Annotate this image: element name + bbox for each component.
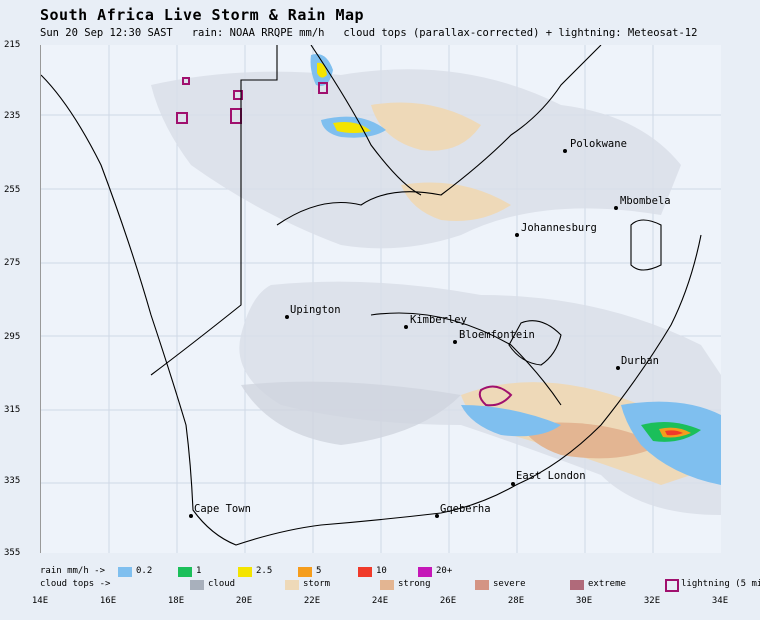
lat-label: 255 (4, 185, 21, 195)
lat-label: 215 (4, 40, 21, 50)
cloud-swatch-severe (475, 580, 489, 590)
city-marker-kimberley[interactable] (404, 325, 408, 329)
rain-legend-label: rain mm/h -> (40, 566, 106, 576)
lon-label: 30E (575, 596, 593, 606)
city-marker-polokwane[interactable] (563, 149, 567, 153)
city-marker-cape-town[interactable] (189, 514, 193, 518)
cloud-swatch-label: extreme (588, 579, 626, 589)
city-marker-mbombela[interactable] (614, 206, 618, 210)
cloud-swatch-label: cloud (208, 579, 236, 589)
rain-swatch-0-2 (118, 567, 132, 577)
lon-label: 24E (371, 596, 389, 606)
cloud-swatch-extreme (570, 580, 584, 590)
city-label-bloemfontein: Bloemfontein (459, 329, 535, 341)
map-subtitle: Sun 20 Sep 12:30 SAST rain: NOAA RRQPE m… (40, 27, 698, 39)
cloud-swatch-cloud (190, 580, 204, 590)
rain-swatch-label: 1 (196, 566, 202, 576)
rain-swatch-label: 2.5 (256, 566, 273, 576)
storm-map[interactable] (40, 45, 721, 553)
rain-swatch-20 (418, 567, 432, 577)
map-canvas (41, 45, 721, 553)
city-marker-upington[interactable] (285, 315, 289, 319)
lon-label: 14E (31, 596, 49, 606)
coastline-borders (41, 45, 702, 546)
lightning-legend-label: lightning (5 min (681, 579, 760, 589)
city-label-upington: Upington (290, 304, 341, 316)
lon-label: 22E (303, 596, 321, 606)
city-marker-bloemfontein[interactable] (453, 340, 457, 344)
lat-label: 335 (4, 476, 21, 486)
rain-cells (310, 54, 721, 485)
city-marker-gqeberha[interactable] (435, 514, 439, 518)
cloud-legend-label: cloud tops -> (40, 579, 111, 589)
cloud-swatch-label: strong (398, 579, 431, 589)
map-legend: rain mm/h -> cloud tops -> 0.2 1 2.5 5 1… (40, 563, 760, 593)
city-label-johannesburg: Johannesburg (521, 222, 597, 234)
city-label-mbombela: Mbombela (620, 195, 671, 207)
rain-swatch-label: 0.2 (136, 566, 153, 576)
rain-swatch-label: 20+ (436, 566, 453, 576)
lon-label: 32E (643, 596, 661, 606)
city-label-kimberley: Kimberley (410, 314, 467, 326)
city-label-gqeberha: Gqeberha (440, 503, 491, 515)
lon-label: 18E (167, 596, 185, 606)
map-title: South Africa Live Storm & Rain Map (40, 6, 365, 24)
rain-swatch-label: 5 (316, 566, 322, 576)
city-marker-johannesburg[interactable] (515, 233, 519, 237)
cloud-swatch-label: severe (493, 579, 526, 589)
lightning-swatch (665, 579, 679, 592)
lat-label: 355 (4, 548, 21, 558)
rain-swatch-10 (358, 567, 372, 577)
lon-label: 20E (235, 596, 253, 606)
rain-swatch-2-5 (238, 567, 252, 577)
lon-label: 28E (507, 596, 525, 606)
lon-label: 34E (711, 596, 729, 606)
city-label-east-london: East London (516, 470, 586, 482)
lon-label: 26E (439, 596, 457, 606)
lightning-markers (176, 77, 513, 407)
rain-swatch-label: 10 (376, 566, 387, 576)
cloud-swatch-label: storm (303, 579, 331, 589)
city-label-durban: Durban (621, 355, 659, 367)
city-label-polokwane: Polokwane (570, 138, 627, 150)
rain-swatch-1 (178, 567, 192, 577)
city-label-cape-town: Cape Town (194, 503, 251, 515)
lat-label: 235 (4, 111, 21, 121)
city-marker-east-london[interactable] (511, 482, 515, 486)
city-marker-durban[interactable] (616, 366, 620, 370)
storm-tops (371, 102, 721, 485)
rain-swatch-5 (298, 567, 312, 577)
lat-label: 275 (4, 258, 21, 268)
cloud-swatch-strong (380, 580, 394, 590)
lon-label: 16E (99, 596, 117, 606)
lat-label: 315 (4, 405, 21, 415)
lat-label: 295 (4, 332, 21, 342)
cloud-swatch-storm (285, 580, 299, 590)
